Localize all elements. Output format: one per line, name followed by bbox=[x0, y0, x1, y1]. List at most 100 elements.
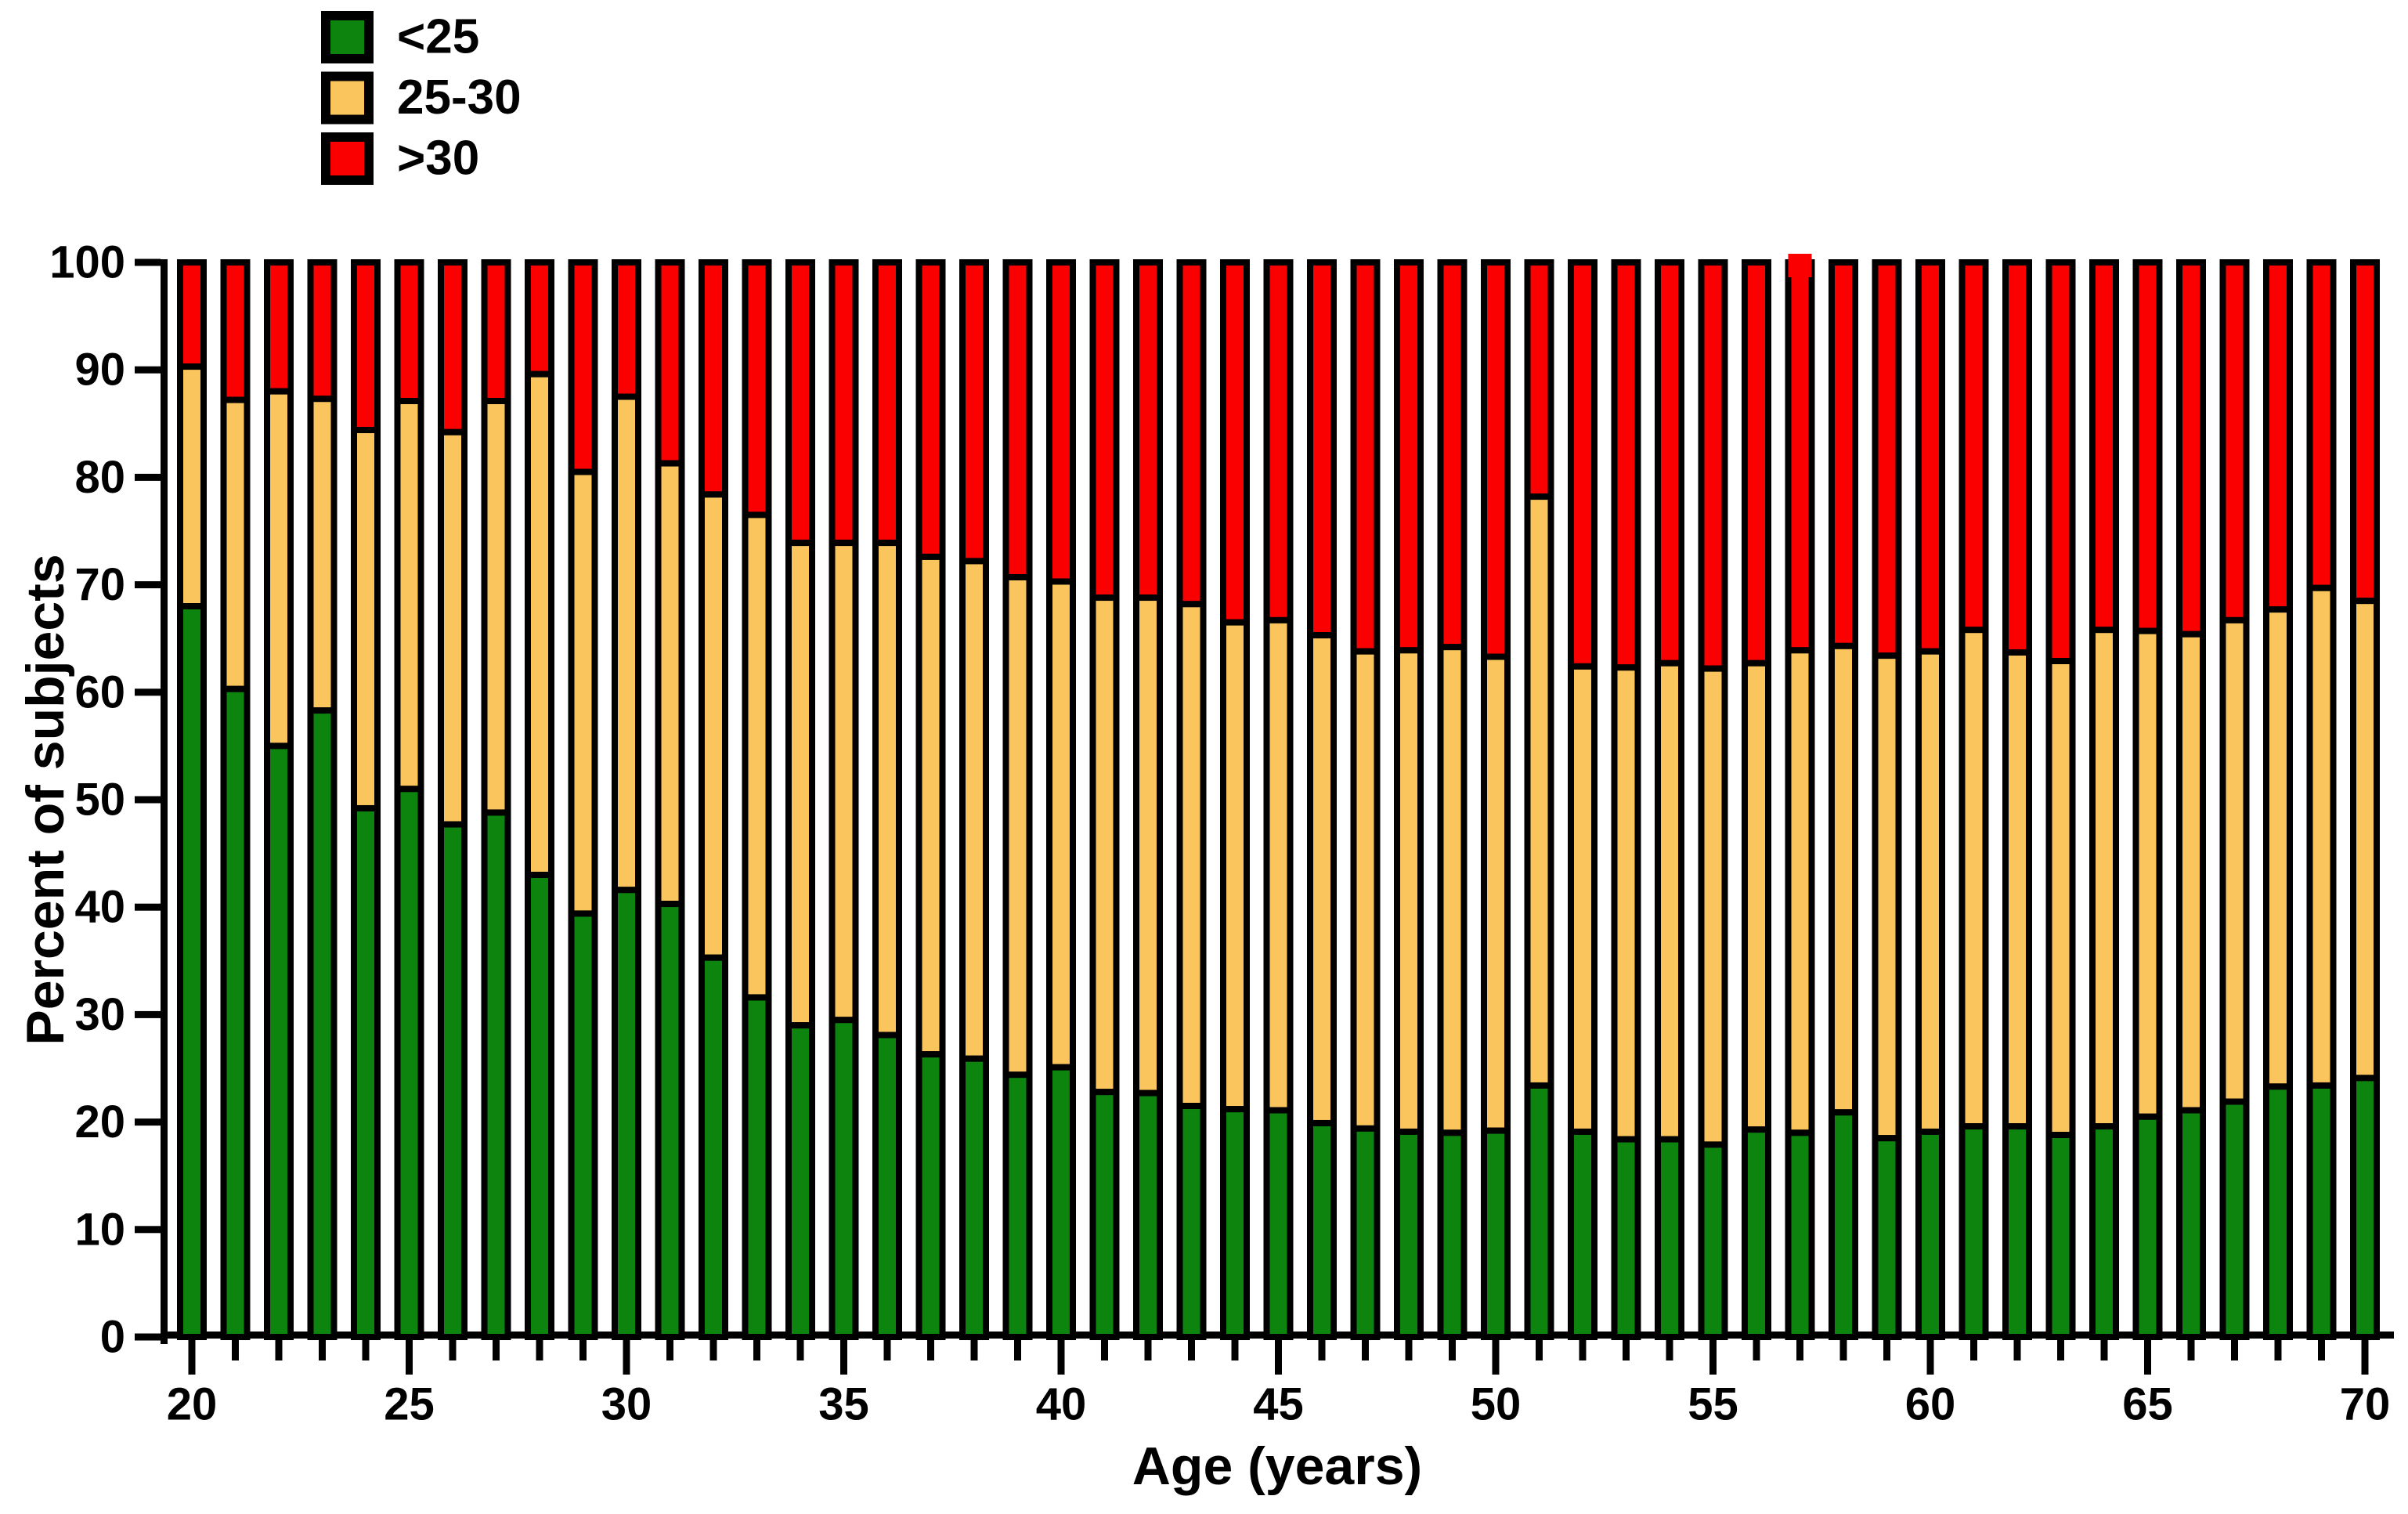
bar-segment-25-30 bbox=[1350, 648, 1381, 1132]
bar-segment-lt25 bbox=[1785, 1129, 1815, 1340]
y-tick bbox=[135, 903, 161, 911]
x-minor-tick bbox=[1579, 1339, 1587, 1360]
bar-segment-25-30 bbox=[742, 511, 772, 1001]
x-minor-tick bbox=[1536, 1339, 1543, 1360]
bar-segment-lt25 bbox=[699, 954, 728, 1340]
y-tick-label: 80 bbox=[74, 452, 125, 503]
x-minor-tick bbox=[449, 1339, 457, 1360]
bar-segment-gt30 bbox=[785, 259, 815, 547]
bar-segment-lt25 bbox=[785, 1022, 815, 1340]
bar-segment-gt30 bbox=[1089, 259, 1120, 602]
x-major-tick bbox=[840, 1339, 847, 1375]
bar-segment-lt25 bbox=[1176, 1103, 1207, 1341]
bar-segment-25-30 bbox=[1394, 647, 1424, 1135]
bar-segment-25-30 bbox=[1481, 653, 1511, 1134]
bar-segment-gt30 bbox=[307, 259, 338, 403]
x-tick-label: 40 bbox=[1036, 1379, 1087, 1430]
bar-segment-gt30 bbox=[2176, 259, 2206, 638]
bar-segment-gt30 bbox=[1568, 259, 1598, 670]
bar-segment-25-30 bbox=[612, 393, 641, 894]
bar-segment-25-30 bbox=[915, 553, 946, 1058]
x-minor-tick bbox=[1362, 1339, 1369, 1360]
bar-segment-lt25 bbox=[307, 707, 338, 1340]
x-minor-tick bbox=[2100, 1339, 2108, 1360]
bar-segment-lt25 bbox=[1524, 1082, 1554, 1341]
bar-segment-25-30 bbox=[1959, 627, 1989, 1130]
bar-segment-25-30 bbox=[177, 363, 207, 610]
bar-segment-gt30 bbox=[1611, 259, 1641, 671]
x-minor-tick bbox=[1449, 1339, 1456, 1360]
x-minor-tick bbox=[2013, 1339, 2021, 1360]
y-axis-title: Percent of subjects bbox=[16, 554, 75, 1045]
y-tick bbox=[135, 796, 161, 804]
x-major-tick bbox=[623, 1339, 630, 1375]
x-minor-tick bbox=[970, 1339, 978, 1360]
bar-segment-gt30 bbox=[1176, 259, 1207, 608]
bar-segment-25-30 bbox=[2045, 658, 2076, 1139]
x-major-tick bbox=[2144, 1339, 2151, 1375]
bar-segment-gt30 bbox=[264, 259, 294, 395]
x-tick-label: 60 bbox=[1905, 1379, 1956, 1430]
bar-segment-lt25 bbox=[612, 887, 641, 1341]
legend-label: <25 bbox=[397, 10, 479, 64]
bar-segment-lt25 bbox=[525, 872, 554, 1341]
bar-segment-25-30 bbox=[1742, 659, 1771, 1133]
bar-segment-25-30 bbox=[351, 427, 381, 811]
y-tick bbox=[135, 366, 161, 374]
y-tick bbox=[135, 1118, 161, 1126]
bar-segment-lt25 bbox=[2306, 1082, 2337, 1341]
bar-segment-gt30 bbox=[2045, 259, 2076, 665]
bar-segment-lt25 bbox=[1915, 1128, 1945, 1340]
bar-segment-25-30 bbox=[307, 396, 338, 714]
bar-segment-25-30 bbox=[568, 468, 598, 917]
y-tick bbox=[135, 1226, 161, 1234]
bar-segment-lt25 bbox=[1655, 1136, 1684, 1340]
legend-label: >30 bbox=[397, 132, 479, 186]
y-tick-label: 10 bbox=[74, 1204, 125, 1255]
bar-segment-lt25 bbox=[1350, 1125, 1381, 1341]
x-minor-tick bbox=[1666, 1339, 1673, 1360]
bar-segment-gt30 bbox=[1307, 259, 1337, 639]
y-tick-label: 70 bbox=[74, 559, 125, 610]
y-tick-label: 90 bbox=[74, 345, 125, 396]
bar-segment-lt25 bbox=[915, 1051, 946, 1340]
y-tick bbox=[135, 688, 161, 696]
x-minor-tick bbox=[927, 1339, 934, 1360]
bar-segment-25-30 bbox=[1872, 652, 1902, 1142]
bar-segment-lt25 bbox=[1829, 1109, 1858, 1340]
bar-segment-gt30 bbox=[2306, 259, 2337, 591]
bar-segment-25-30 bbox=[1437, 644, 1468, 1136]
bar-segment-lt25 bbox=[1133, 1089, 1163, 1341]
bar-segment-gt30 bbox=[1133, 259, 1163, 602]
y-tick bbox=[135, 581, 161, 589]
bar-segment-25-30 bbox=[1176, 601, 1207, 1110]
bar-segment-gt30 bbox=[1002, 259, 1033, 580]
bar-segment-lt25 bbox=[2219, 1098, 2250, 1340]
x-minor-tick bbox=[1014, 1339, 1021, 1360]
bar-segment-gt30 bbox=[568, 259, 598, 475]
x-major-tick bbox=[1709, 1339, 1717, 1375]
x-tick-label: 45 bbox=[1253, 1379, 1304, 1430]
bar-segment-25-30 bbox=[785, 540, 815, 1029]
bar-segment-gt30 bbox=[1742, 259, 1771, 667]
bar-segment-gt30 bbox=[2132, 259, 2163, 634]
bar-segment-gt30 bbox=[872, 259, 902, 547]
bar-segment-gt30 bbox=[915, 259, 946, 560]
x-minor-tick bbox=[1231, 1339, 1239, 1360]
y-tick-label: 100 bbox=[49, 237, 125, 288]
x-minor-tick bbox=[362, 1339, 370, 1360]
legend-label: 25-30 bbox=[397, 70, 522, 125]
bar-segment-gt30 bbox=[1350, 259, 1381, 655]
x-tick-label: 50 bbox=[1471, 1379, 1522, 1430]
bar-segment-lt25 bbox=[1220, 1106, 1250, 1340]
bar-segment-gt30 bbox=[2089, 259, 2119, 634]
bar-segment-gt30 bbox=[1481, 259, 1511, 660]
bar-segment-lt25 bbox=[438, 821, 468, 1340]
bar-segment-gt30 bbox=[394, 259, 424, 404]
bar-segment-lt25 bbox=[1089, 1089, 1120, 1340]
bar-segment-25-30 bbox=[1568, 663, 1598, 1135]
bar-segment-lt25 bbox=[1698, 1141, 1728, 1340]
bar-segment-lt25 bbox=[1872, 1135, 1902, 1341]
